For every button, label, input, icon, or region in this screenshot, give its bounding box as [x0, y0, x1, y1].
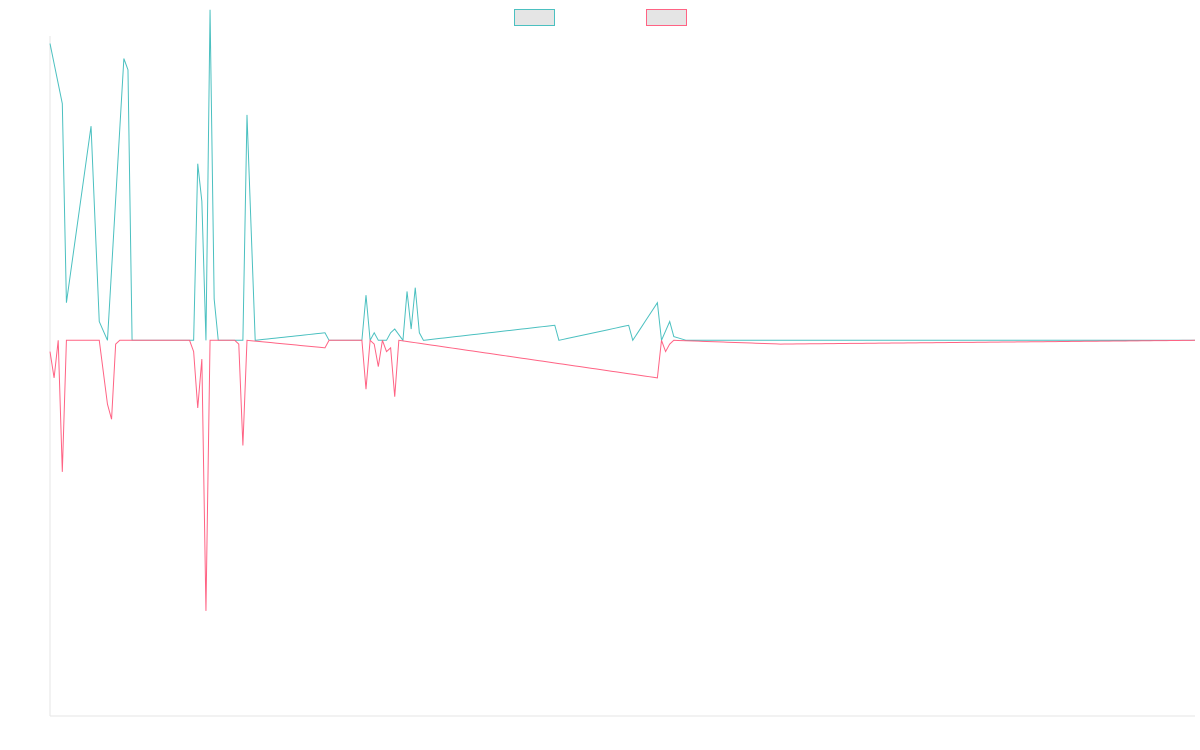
- chart-series-layer: [49, 9, 1196, 611]
- legend-swatch: [646, 9, 687, 26]
- chart-axes: [49, 36, 1195, 717]
- series-line-2: [49, 339, 1196, 611]
- legend-item: [514, 9, 555, 26]
- series-line-1: [49, 9, 1195, 343]
- legend-item: [646, 9, 687, 26]
- legend-swatch: [514, 9, 555, 26]
- chart-legend: [514, 9, 687, 26]
